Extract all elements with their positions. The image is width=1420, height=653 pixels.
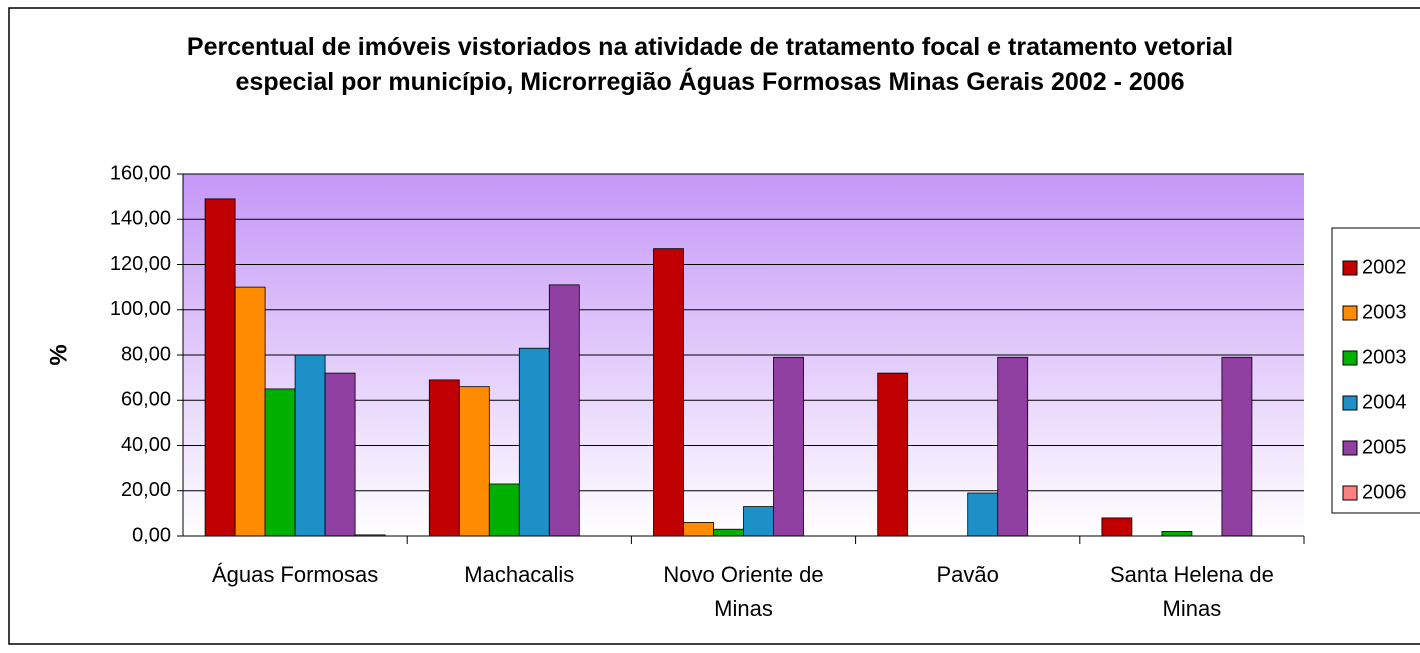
y-tick-label: 120,00 [110,253,171,275]
bar [773,356,804,537]
bar [548,284,580,537]
legend-label: 2006 [1362,481,1407,503]
bar [877,372,909,537]
y-tick-label: 100,00 [110,298,171,320]
bar [294,354,326,537]
legend-label: 2003 [1362,301,1407,323]
legend-swatch [1342,485,1358,501]
bar [653,248,684,537]
bar [264,388,296,537]
bar [683,522,714,537]
bar [967,492,999,537]
bar [997,356,1029,537]
legend-swatch [1342,260,1358,276]
y-tick-label: 140,00 [110,208,171,230]
x-tick-label: Machacalis [464,562,575,587]
legend-label: 2002 [1362,256,1407,278]
legend-label: 2005 [1362,436,1407,458]
bar [234,286,266,537]
bar [428,379,460,537]
chart-title: Percentual de imóveis vistoriados na ati… [186,33,1234,96]
y-tick-label: 20,00 [121,479,171,501]
bar [1101,517,1133,537]
x-tick-label: Santa Helena de Minas [1109,562,1274,621]
y-tick-label: 60,00 [121,389,171,411]
bar [743,506,774,537]
bar [1221,356,1253,537]
bar [458,386,490,537]
y-tick-label: 0,00 [132,524,171,546]
x-tick-label: Pavão [936,562,999,587]
x-tick-label: Águas Formosas [211,562,379,587]
y-axis-label: % [45,344,72,365]
bar [1161,531,1193,537]
bar [324,372,356,537]
legend-swatch [1342,440,1358,456]
legend-swatch [1342,395,1358,411]
x-tick-label: Novo Oriente de Minas [663,562,824,621]
legend-label: 2003 [1362,346,1407,368]
y-tick-label: 40,00 [121,434,171,456]
bar [713,528,744,537]
y-tick-label: 160,00 [110,162,171,184]
bar [204,198,236,537]
legend-label: 2004 [1362,391,1407,413]
legend-swatch [1342,305,1358,321]
bar [488,483,520,537]
y-tick-label: 80,00 [121,343,171,365]
legend-swatch [1342,350,1358,366]
bar [518,347,550,537]
